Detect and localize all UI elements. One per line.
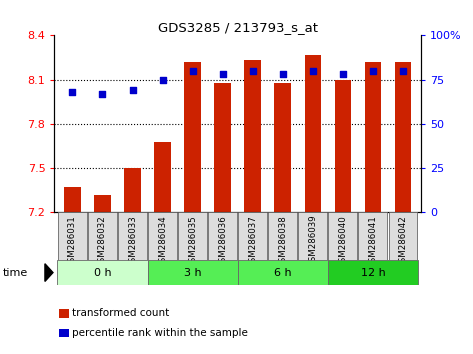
Point: [339, 72, 347, 77]
Text: time: time: [2, 268, 27, 278]
Bar: [208, 212, 237, 260]
Point: [69, 89, 76, 95]
Bar: [118, 212, 147, 260]
Point: [189, 68, 196, 74]
Bar: [365, 62, 381, 212]
Bar: [328, 212, 357, 260]
Point: [129, 87, 136, 93]
Text: 0 h: 0 h: [94, 268, 111, 278]
Text: GSM286038: GSM286038: [278, 215, 287, 268]
Point: [399, 68, 407, 74]
Text: 3 h: 3 h: [184, 268, 201, 278]
Text: GSM286036: GSM286036: [218, 215, 227, 268]
Text: GSM286032: GSM286032: [98, 215, 107, 268]
Bar: [124, 168, 141, 212]
Text: GSM286031: GSM286031: [68, 215, 77, 268]
Bar: [359, 212, 387, 260]
Bar: [305, 55, 321, 212]
Bar: [94, 195, 111, 212]
Bar: [245, 61, 261, 212]
Bar: [388, 212, 417, 260]
Bar: [298, 212, 327, 260]
Text: transformed count: transformed count: [72, 308, 169, 318]
Point: [309, 68, 316, 74]
Bar: [328, 260, 418, 285]
Text: GSM286039: GSM286039: [308, 215, 317, 267]
Bar: [184, 62, 201, 212]
Bar: [268, 212, 297, 260]
Text: GSM286042: GSM286042: [398, 215, 407, 268]
Text: GSM286041: GSM286041: [368, 215, 377, 268]
Text: GSM286037: GSM286037: [248, 215, 257, 268]
Text: GSM286035: GSM286035: [188, 215, 197, 268]
Text: 12 h: 12 h: [360, 268, 385, 278]
Bar: [58, 212, 87, 260]
Point: [159, 77, 166, 82]
Bar: [274, 82, 291, 212]
Point: [279, 72, 287, 77]
Text: GSM286034: GSM286034: [158, 215, 167, 268]
Text: GSM286040: GSM286040: [338, 215, 347, 268]
Point: [249, 68, 256, 74]
Text: percentile rank within the sample: percentile rank within the sample: [72, 328, 248, 338]
Bar: [148, 260, 238, 285]
Bar: [154, 142, 171, 212]
Bar: [238, 212, 267, 260]
Bar: [178, 212, 207, 260]
Bar: [88, 212, 117, 260]
Text: 6 h: 6 h: [274, 268, 291, 278]
Bar: [394, 62, 411, 212]
Point: [219, 72, 227, 77]
Text: GSM286033: GSM286033: [128, 215, 137, 268]
Bar: [214, 82, 231, 212]
Title: GDS3285 / 213793_s_at: GDS3285 / 213793_s_at: [158, 21, 318, 34]
Bar: [148, 212, 177, 260]
Bar: [57, 260, 148, 285]
Bar: [64, 187, 81, 212]
Point: [369, 68, 377, 74]
Bar: [334, 80, 351, 212]
Bar: [238, 260, 328, 285]
Point: [99, 91, 106, 97]
